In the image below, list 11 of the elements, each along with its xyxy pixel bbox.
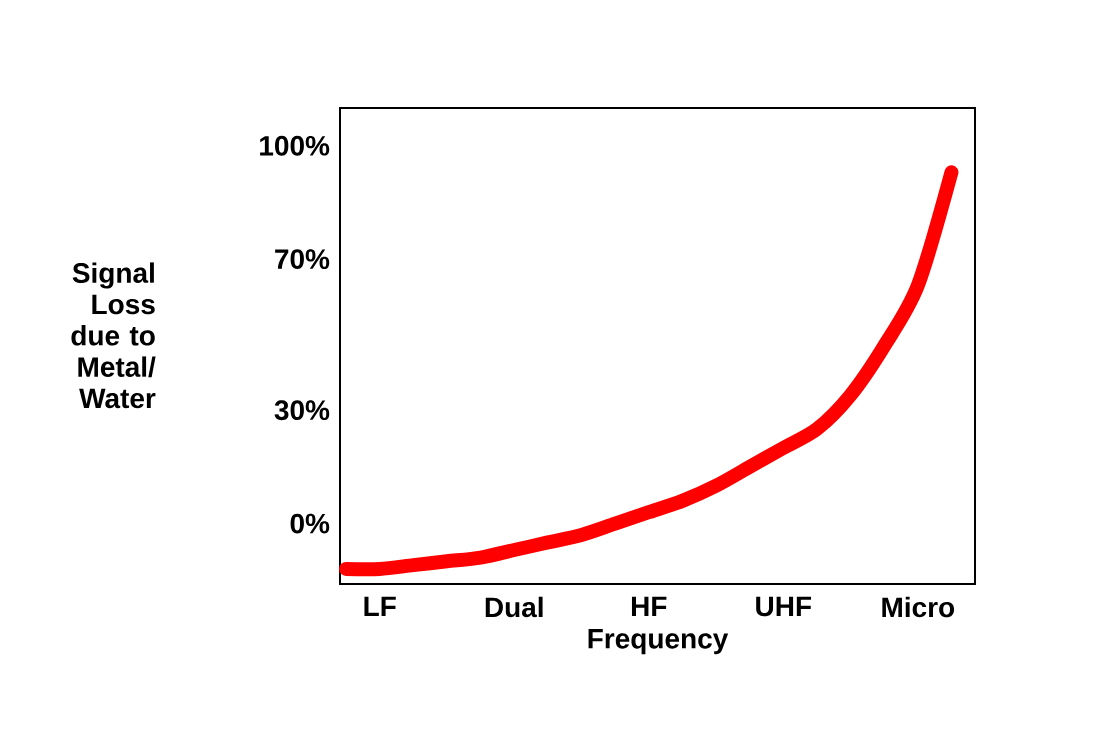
x-tick-label: HF (631, 596, 667, 616)
y-tick-label: 30% (274, 400, 330, 421)
x-tick-label: UHF (756, 596, 812, 617)
x-axis-title: Frequency (588, 629, 729, 655)
x-tick-label: Micro (882, 596, 955, 618)
y-tick-label: 0% (290, 513, 330, 534)
y-tick-label: 70% (275, 249, 330, 270)
x-tick-label: Dual (485, 596, 543, 618)
x-tick-label: LF (364, 596, 396, 616)
y-tick-label: 100% (260, 135, 330, 156)
y-axis-title: Signal Loss due to Metal/ Water (71, 262, 156, 409)
